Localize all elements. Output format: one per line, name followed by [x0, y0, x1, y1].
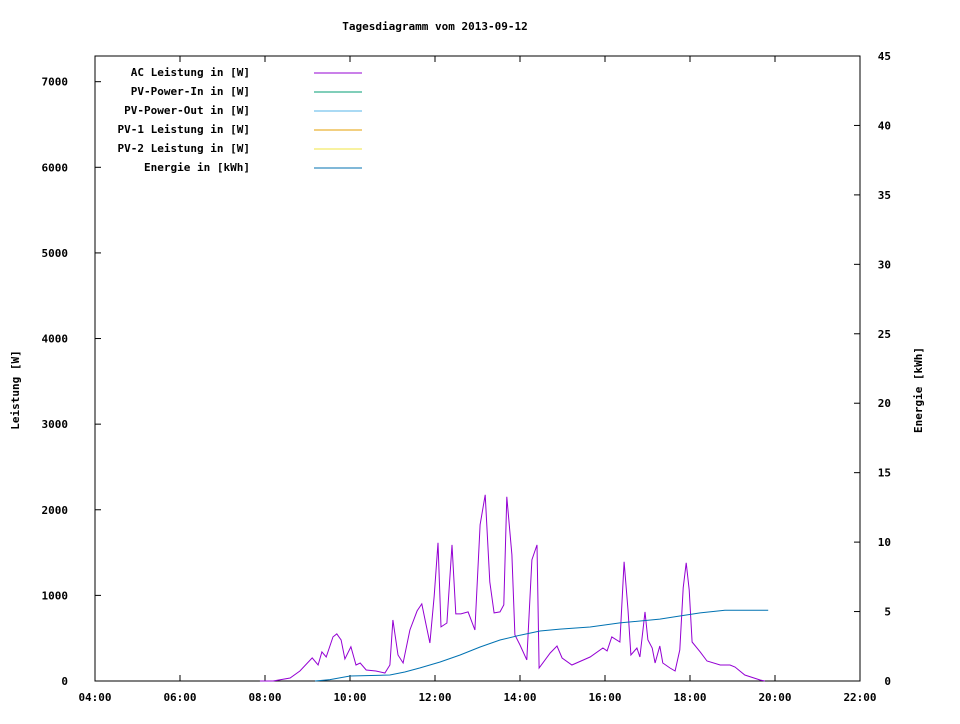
- series-line-5: [315, 609, 769, 682]
- legend-label: AC Leistung in [W]: [131, 66, 250, 79]
- legend-label: PV-Power-In in [W]: [131, 85, 250, 98]
- y-tick-label: 7000: [42, 76, 69, 89]
- y-tick-label: 0: [61, 675, 68, 688]
- y-axis-label: Leistung [W]: [9, 350, 22, 429]
- x-tick-label: 16:00: [588, 691, 621, 704]
- legend-label: PV-Power-Out in [W]: [124, 104, 250, 117]
- y-tick-label: 2000: [42, 504, 69, 517]
- x-tick-label: 18:00: [673, 691, 706, 704]
- y2-tick-label: 30: [878, 258, 891, 271]
- legend-label: PV-2 Leistung in [W]: [118, 142, 250, 155]
- series-line-0: [259, 494, 765, 682]
- plot-frame: [94, 55, 861, 682]
- chart-title: Tagesdiagramm vom 2013-09-12: [342, 20, 527, 33]
- x-tick-label: 12:00: [418, 691, 451, 704]
- y2-tick-label: 40: [878, 119, 891, 132]
- y-tick-label: 6000: [42, 161, 69, 174]
- y2-tick-label: 25: [878, 328, 891, 341]
- y2-tick-label: 10: [878, 536, 891, 549]
- x-tick-label: 22:00: [843, 691, 876, 704]
- y2-tick-label: 15: [878, 467, 891, 480]
- y2-tick-label: 0: [884, 675, 891, 688]
- x-tick-label: 06:00: [163, 691, 196, 704]
- y-tick-label: 1000: [42, 589, 69, 602]
- y2-axis-label: Energie [kWh]: [912, 347, 925, 433]
- x-tick-label: 20:00: [758, 691, 791, 704]
- y2-tick-label: 5: [884, 606, 891, 619]
- y-tick-label: 5000: [42, 247, 69, 260]
- y-tick-label: 4000: [42, 333, 69, 346]
- legend-label: Energie in [kWh]: [144, 161, 250, 174]
- y2-tick-label: 20: [878, 397, 891, 410]
- y-tick-label: 3000: [42, 418, 69, 431]
- y2-tick-label: 45: [878, 50, 891, 63]
- legend-label: PV-1 Leistung in [W]: [118, 123, 250, 136]
- x-tick-label: 10:00: [333, 691, 366, 704]
- x-tick-label: 08:00: [248, 691, 281, 704]
- x-tick-label: 14:00: [503, 691, 536, 704]
- x-tick-label: 04:00: [78, 691, 111, 704]
- y2-tick-label: 35: [878, 189, 891, 202]
